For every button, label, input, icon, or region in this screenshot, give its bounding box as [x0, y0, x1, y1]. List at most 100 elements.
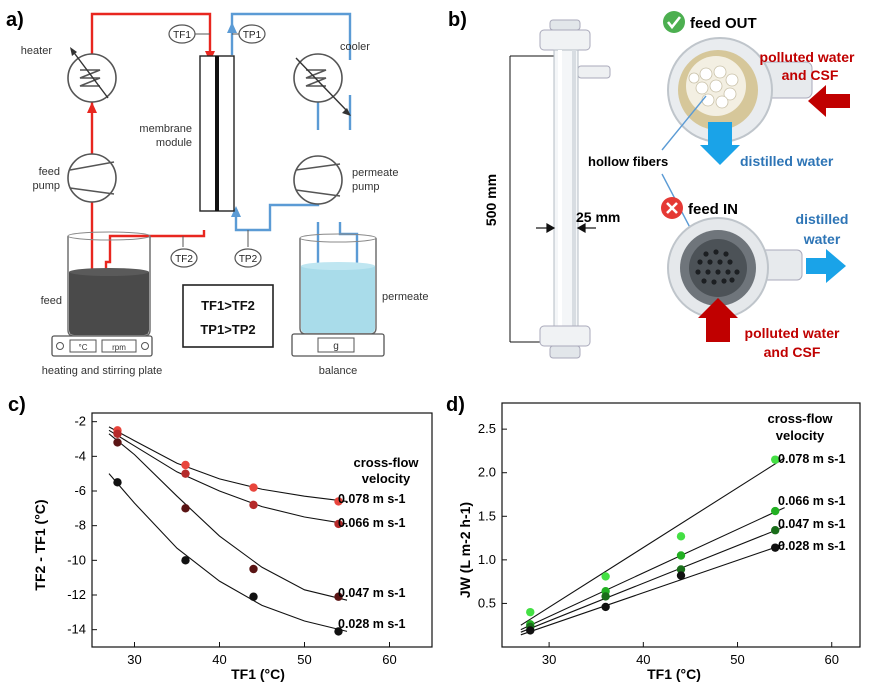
data-point	[334, 627, 343, 636]
svg-text:TP1: TP1	[243, 30, 262, 41]
permeate-label: permeate	[382, 291, 428, 303]
series-label: 0.028 m s-1	[778, 539, 845, 553]
permeate-pump-label-1: permeate	[352, 167, 398, 179]
data-point	[249, 564, 258, 574]
data-point	[249, 592, 258, 601]
svg-text:g: g	[333, 341, 339, 352]
data-point	[601, 602, 610, 612]
panel-d-ylabel: JW (L m-2 h-1)	[457, 502, 473, 598]
x-tick-label: 60	[382, 652, 396, 667]
diameter-dimension	[536, 222, 596, 234]
panel-c-xlabel: TF1 (°C)	[231, 666, 285, 682]
y-tick-label: 0.5	[478, 595, 496, 610]
series-label: 0.047 m s-1	[778, 517, 845, 531]
heater-label: heater	[21, 45, 53, 57]
sensor-tp2: TP2	[234, 230, 262, 268]
svg-text:TP2: TP2	[239, 254, 258, 265]
heating-plate: °C rpm	[51, 335, 153, 357]
red-arrow-up-icon	[698, 298, 738, 342]
feed-out-label: feed OUT	[690, 15, 757, 32]
data-point	[181, 469, 190, 478]
data-point	[601, 592, 610, 601]
fit-line	[520, 526, 785, 633]
membrane-tube-photo	[539, 19, 611, 359]
data-point	[771, 543, 780, 552]
panel-c-legend-title-2: velocity	[362, 471, 411, 486]
data-point	[249, 483, 258, 492]
membrane-module	[199, 55, 235, 212]
y-tick-label: -6	[74, 483, 86, 498]
fit-line	[108, 426, 348, 502]
data-point	[181, 504, 190, 513]
y-tick-label: -12	[67, 587, 86, 602]
y-tick-label: 2.5	[478, 421, 496, 436]
fit-line	[520, 507, 785, 631]
y-tick-label: -10	[67, 552, 86, 567]
data-point	[526, 607, 535, 617]
feed-pump-icon	[67, 153, 117, 203]
svg-text:TF1: TF1	[173, 30, 191, 41]
pointer-line-top	[661, 95, 707, 151]
panel-c-chart: c) TF2 - TF1 (°C) TF1 (°C) cross-flow ve…	[8, 394, 433, 682]
polluted-top-label-1: polluted water	[760, 49, 855, 65]
y-tick-label: 2.0	[478, 465, 496, 480]
panel-b-letter: b)	[448, 9, 467, 31]
polluted-bottom-label-2: and CSF	[764, 344, 821, 360]
series-label: 0.078 m s-1	[338, 492, 405, 506]
feed-pump-label-2: pump	[32, 180, 60, 192]
svg-text:rpm: rpm	[112, 343, 126, 352]
hollow-fibers-label: hollow fibers	[588, 154, 668, 169]
y-tick-label: -8	[74, 518, 86, 533]
permeate-beaker	[299, 233, 377, 335]
y-tick-label: -4	[74, 448, 86, 463]
data-point	[771, 526, 780, 535]
svg-text:°C: °C	[79, 343, 88, 352]
svg-text:TF1>TF2: TF1>TF2	[201, 298, 255, 313]
fit-line	[108, 429, 348, 525]
balance-label: balance	[319, 365, 358, 377]
red-arrow-in-icon	[808, 85, 850, 117]
data-point	[676, 565, 686, 574]
sensor-tp1: TP1	[232, 24, 266, 44]
diameter-label: 25 mm	[576, 209, 620, 225]
panel-b-photos: b) 500 mm 25 mm	[448, 9, 855, 360]
panel-c-letter: c)	[8, 394, 26, 416]
data-point	[113, 429, 122, 438]
data-point	[676, 551, 686, 560]
balance: g	[291, 333, 385, 357]
length-dimension	[509, 55, 560, 343]
length-label: 500 mm	[483, 174, 499, 226]
cold-flow-arrows	[227, 22, 362, 273]
panel-d-chart: d) JW (L m-2 h-1) TF1 (°C) cross-flow ve…	[446, 394, 861, 682]
fit-line	[108, 473, 348, 632]
distilled-top-label: distilled water	[740, 153, 834, 169]
series-label: 0.066 m s-1	[338, 516, 405, 530]
fit-line	[108, 433, 348, 601]
blue-arrow-out-icon	[806, 249, 846, 283]
blue-arrow-down-icon	[700, 122, 740, 165]
data-point	[676, 532, 686, 541]
panel-d-legend-title-2: velocity	[776, 428, 825, 443]
permeate-pump-label-2: pump	[352, 181, 380, 193]
panel-a-diagram: a) heater feed pump	[6, 9, 428, 377]
feed-pump-label-1: feed	[39, 166, 60, 178]
svg-text:TF2: TF2	[175, 254, 193, 265]
polluted-top-label-2: and CSF	[782, 67, 839, 83]
data-point	[334, 497, 343, 506]
feed-beaker	[67, 231, 151, 337]
data-point	[181, 556, 190, 565]
data-point	[113, 478, 122, 487]
distilled-bottom-label-2: water	[803, 231, 841, 247]
relation-box: TF1>TF2 TP1>TP2	[182, 284, 274, 348]
data-point	[771, 506, 780, 516]
data-point	[334, 519, 343, 529]
feed-in-label: feed IN	[688, 201, 738, 218]
y-tick-label: -2	[74, 414, 86, 429]
hot-loop	[90, 12, 212, 292]
distilled-bottom-label-1: distilled	[796, 211, 849, 227]
permeate-pump-icon	[293, 155, 343, 205]
panel-d-letter: d)	[446, 394, 465, 416]
sensor-tf2: TF2	[170, 236, 198, 268]
series-label: 0.028 m s-1	[338, 617, 405, 631]
cooler-label: cooler	[340, 41, 370, 53]
